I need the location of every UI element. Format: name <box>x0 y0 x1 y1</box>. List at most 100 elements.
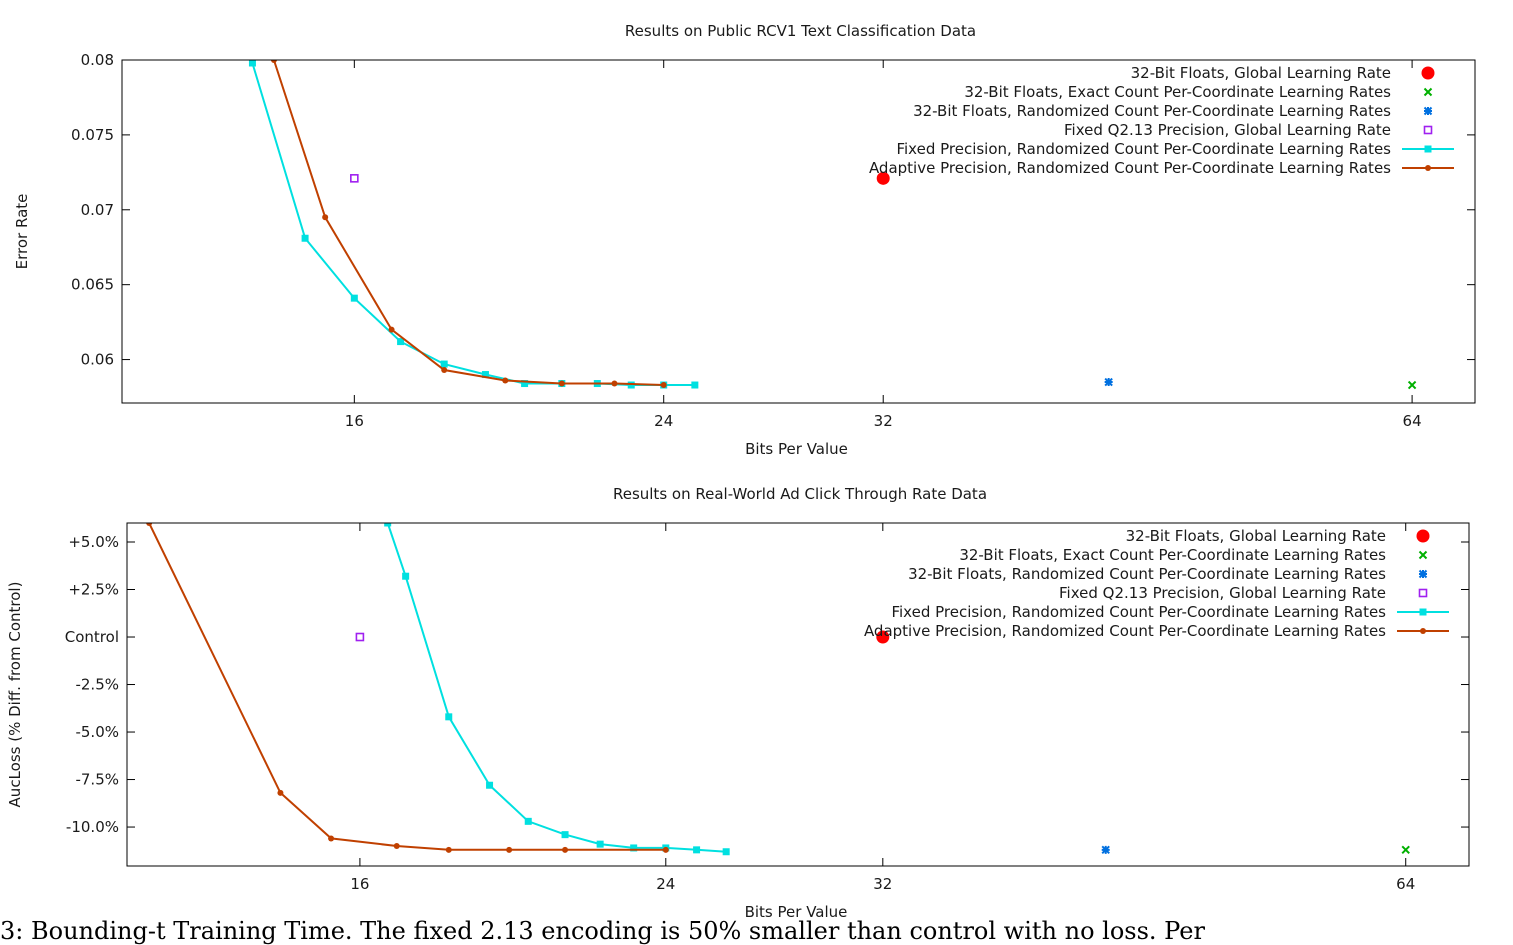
legend-marker <box>1416 529 1430 543</box>
y-tick-label: -7.5% <box>75 771 119 789</box>
y-tick-label: 0.08 <box>81 51 114 69</box>
legend-label: Adaptive Precision, Randomized Count Per… <box>864 622 1386 640</box>
data-point <box>524 817 532 825</box>
legend-label: Adaptive Precision, Randomized Count Per… <box>869 159 1391 177</box>
legend-item: 32-Bit Floats, Global Learning Rate <box>1131 64 1435 82</box>
series-32-bit-floats-exact-count-per-coordinate-learning-rates <box>1401 845 1410 855</box>
x-tick-label: 16 <box>350 875 369 893</box>
chart-title: Results on Public RCV1 Text Classificati… <box>625 22 976 40</box>
data-point <box>1401 845 1410 855</box>
legend-item: Adaptive Precision, Randomized Count Per… <box>864 622 1449 640</box>
legend-label: 32-Bit Floats, Global Learning Rate <box>1131 64 1391 82</box>
data-point <box>1104 377 1113 387</box>
chart-title: Results on Real-World Ad Click Through R… <box>613 485 987 503</box>
legend-label: Fixed Q2.13 Precision, Global Learning R… <box>1064 121 1391 139</box>
legend-label: 32-Bit Floats, Exact Count Per-Coordinat… <box>959 546 1386 564</box>
legend-marker <box>1423 106 1433 116</box>
legend-marker <box>1420 628 1426 634</box>
legend-item: Fixed Precision, Randomized Count Per-Co… <box>891 603 1449 621</box>
y-axis-label: Error Rate <box>13 194 31 270</box>
y-tick-label: 0.06 <box>81 351 114 369</box>
data-point <box>440 360 448 368</box>
data-point <box>502 377 509 384</box>
legend-marker <box>1419 608 1427 616</box>
legend: 32-Bit Floats, Global Learning Rate32-Bi… <box>864 527 1449 640</box>
data-point <box>146 523 153 526</box>
x-axis-label: Bits Per Value <box>745 440 848 458</box>
data-point <box>596 840 604 848</box>
legend-label: Fixed Precision, Randomized Count Per-Co… <box>896 140 1391 158</box>
data-point <box>397 338 405 346</box>
data-point <box>693 846 701 854</box>
y-tick-label: Control <box>65 628 119 646</box>
y-tick-label: -2.5% <box>75 676 119 694</box>
data-point <box>662 846 669 853</box>
y-tick-label: 0.07 <box>81 201 114 219</box>
data-point <box>393 843 400 850</box>
legend-marker <box>1423 125 1433 135</box>
data-point <box>876 171 890 185</box>
y-tick-label: -10.0% <box>66 818 119 836</box>
legend-label: Fixed Precision, Randomized Count Per-Co… <box>891 603 1386 621</box>
data-point <box>350 174 359 183</box>
y-tick-label: +2.5% <box>68 581 119 599</box>
legend-label: 32-Bit Floats, Exact Count Per-Coordinat… <box>964 83 1391 101</box>
legend-item: Fixed Q2.13 Precision, Global Learning R… <box>1059 584 1428 602</box>
data-point <box>277 789 284 796</box>
data-point <box>521 380 529 388</box>
plot-frame <box>121 59 1476 404</box>
x-axis-label: Bits Per Value <box>745 903 848 921</box>
data-point <box>562 846 569 853</box>
series-line <box>251 62 695 386</box>
data-point <box>445 846 452 853</box>
legend-item: 32-Bit Floats, Exact Count Per-Coordinat… <box>959 546 1428 564</box>
chart-1: Results on Public RCV1 Text Classificati… <box>13 22 1476 458</box>
data-point <box>630 844 638 852</box>
data-point <box>691 381 699 389</box>
y-tick-label: 0.065 <box>71 276 114 294</box>
legend-marker <box>1424 145 1432 153</box>
x-tick-label: 24 <box>654 412 673 430</box>
data-point <box>355 632 365 642</box>
legend: 32-Bit Floats, Global Learning Rate32-Bi… <box>869 64 1454 177</box>
series-adaptive-precision-randomized-count-per-coordinate-learning-rates <box>146 523 669 853</box>
legend-marker <box>1418 550 1428 560</box>
data-point <box>660 382 667 389</box>
series-fixed-q2-13-precision-global-learning-rate <box>350 174 359 183</box>
legend-item: 32-Bit Floats, Exact Count Per-Coordinat… <box>964 83 1433 101</box>
series-fixed-precision-randomized-count-per-coordinate-learning-rates <box>248 60 699 389</box>
data-point <box>388 326 395 333</box>
data-point <box>248 60 256 67</box>
series-fixed-q2-13-precision-global-learning-rate <box>355 632 365 642</box>
series-line <box>148 523 666 851</box>
x-tick-label: 32 <box>873 875 892 893</box>
series-line <box>386 523 727 853</box>
data-point <box>558 380 565 387</box>
data-point <box>486 781 494 789</box>
data-point <box>876 630 890 644</box>
series-fixed-precision-randomized-count-per-coordinate-learning-rates <box>384 523 730 856</box>
figure-caption: 3: Bounding-t Training Time. The fixed 2… <box>0 917 1205 945</box>
data-point <box>1407 380 1417 390</box>
x-tick-label: 16 <box>345 412 364 430</box>
series-32-bit-floats-randomized-count-per-coordinate-learning-rates <box>1104 377 1113 387</box>
y-tick-label: 0.075 <box>71 126 114 144</box>
legend-label: 32-Bit Floats, Randomized Count Per-Coor… <box>908 565 1386 583</box>
x-tick-label: 24 <box>656 875 675 893</box>
legend-label: 32-Bit Floats, Randomized Count Per-Coor… <box>913 102 1391 120</box>
legend-item: 32-Bit Floats, Randomized Count Per-Coor… <box>908 565 1428 583</box>
series-32-bit-floats-global-learning-rate <box>876 630 890 644</box>
data-point <box>441 367 448 374</box>
legend-item: 32-Bit Floats, Global Learning Rate <box>1126 527 1430 545</box>
y-axis-label: AucLoss (% Diff. from Control) <box>6 582 24 808</box>
data-point <box>481 371 489 379</box>
data-point <box>301 234 309 242</box>
plot-area <box>146 523 1410 856</box>
data-point <box>1101 845 1110 855</box>
data-point <box>722 848 730 856</box>
legend-label: Fixed Q2.13 Precision, Global Learning R… <box>1059 584 1386 602</box>
data-point <box>270 60 277 63</box>
data-point <box>322 214 329 221</box>
series-32-bit-floats-exact-count-per-coordinate-learning-rates <box>1407 380 1417 390</box>
